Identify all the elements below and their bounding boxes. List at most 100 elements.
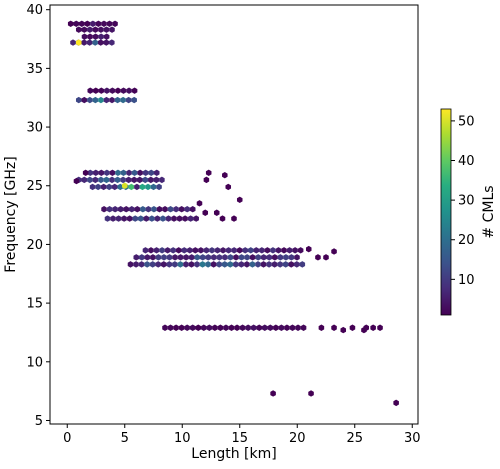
hexbin-cell [349,324,356,331]
hexbin-cell [176,215,183,222]
hexbin-cell [300,324,307,331]
hexbin-cell [225,183,232,191]
hexbin-cell [166,261,173,268]
hexbin-cell [162,324,168,331]
hexbin-cell [286,247,293,254]
hexbin-cell [161,254,167,261]
hexbin-cell [92,39,98,46]
hexbin-cell [193,215,199,222]
hexbin-cell [128,183,135,191]
hexbin-cell [137,169,143,177]
hexbin-cell [101,206,107,213]
hexbin-cell [120,96,126,104]
hexbin-cell [109,169,116,177]
hexbin-cell [308,390,314,397]
hexbin-cell [184,324,190,331]
hexbin-cell [121,182,128,189]
hexbin-cell [315,254,321,261]
hexbin-cell [189,206,196,213]
hexbin-cell [153,169,160,177]
hexbin-cell [144,254,151,261]
hexbin-cell [177,254,184,261]
hexbin-cell [231,215,237,222]
hexbin-cell [222,171,228,179]
hexbin-cell [134,183,140,191]
hexbin-cell [133,254,140,261]
hexbin-cell [73,177,80,185]
hexbin-cell [167,206,174,213]
hexbin-cell [203,176,210,184]
hexbin-cell [106,183,112,191]
hexbin-cell [370,324,376,331]
hexbin-cell [205,261,211,268]
hexbin-cell [98,26,104,33]
hexbin-cell [228,324,235,331]
hexbin-cell [305,245,312,253]
hexbin-cell [156,183,162,191]
hexbin-cell [87,33,93,40]
hexbin-cell [216,254,223,261]
hexbin-cell [160,215,166,222]
hexbin-cell [153,176,160,184]
hexbin-cell [93,169,99,177]
hexbin-cell [90,20,96,27]
hexbin-cell [260,261,267,268]
y-axis: 5 10 15 20 25 30 35 40 [26,3,50,429]
hexbin-cell [114,96,121,104]
hexbin-cell [131,169,138,177]
hexbin-cell [87,26,93,33]
hexbin-cell [86,39,93,46]
hexbin-cell [238,254,245,261]
hexbin-cell [220,247,226,254]
hexbin-cell [211,254,217,261]
hexbin-cell [70,39,76,46]
y-tick-label: 35 [26,62,43,77]
x-tick-label: 10 [174,431,191,446]
hexbin-cell [272,254,278,261]
hexbin-cell [196,200,203,207]
hexbin-cell [100,183,107,191]
hexbin-cell [155,261,161,268]
hexbin-cell [103,96,110,104]
hexbin-cell [92,33,99,40]
hexbin-cell [143,215,150,222]
hexbin-cell [104,87,110,94]
hexbin-cell [205,254,212,261]
colorbar-tick-label: 40 [458,154,475,169]
hexbin-cell [115,169,121,177]
hexbin-cell [103,39,110,46]
hexbin-cell [67,20,74,27]
hexbin-cell [187,247,193,254]
hexbin-cell [81,39,87,46]
hexbin-cell [181,247,188,254]
hexbin-cell [120,169,127,177]
hexbin-cell [159,176,165,184]
hexbin-cell [249,254,256,261]
hexbin-cell [266,261,272,268]
y-tick-label: 10 [26,355,43,370]
hexbin-cell [171,215,177,222]
hexbin-cell [81,176,88,184]
hexbin-cell [255,261,261,268]
hexbin-cell [154,215,161,222]
hexbin-cell [175,247,182,254]
y-tick-label: 25 [26,179,43,194]
hexbin-cell [111,183,118,191]
hexbin-cell [295,324,301,331]
hexbin-cell [140,206,146,213]
hexbin-cell [256,324,262,331]
hexbin-cell [121,215,127,222]
hexbin-cell [125,176,132,184]
hexbin-cell [213,209,220,216]
hexbin-cell [299,261,306,268]
hexbin-cell [227,254,234,261]
hexbin-cell [227,261,234,268]
hexbin-cell [103,33,110,40]
hexbin-cell [109,39,115,46]
colorbar-label: # CMLs [481,185,497,238]
hexbin-cell [115,215,122,222]
hexbin-cell [142,169,149,177]
hexbin-cell [81,96,88,104]
hexbin-cell [81,26,88,33]
hexbin-cell [93,87,99,94]
